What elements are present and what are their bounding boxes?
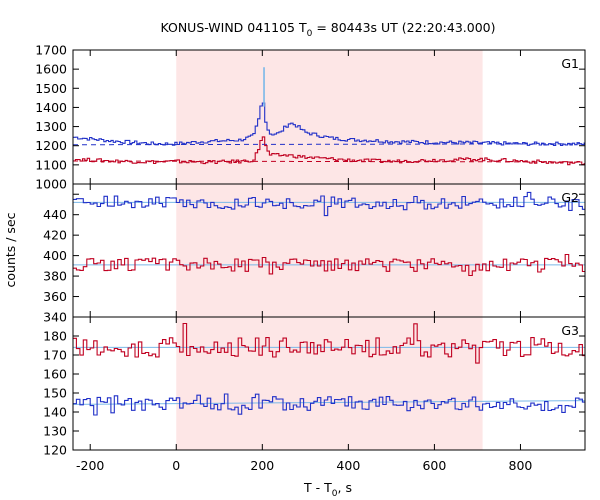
y-axis-label: counts / sec	[3, 212, 18, 287]
series-group	[73, 322, 585, 416]
burst-interval-shade	[176, 184, 483, 317]
y-tick-label: 1500	[35, 81, 67, 96]
chart-title: KONUS-WIND 041105 T0 = 80443s UT (22:20:…	[160, 20, 495, 39]
y-tick-label: 420	[43, 228, 67, 243]
x-tick-label: 800	[509, 458, 533, 473]
panel-name-label: G3	[561, 323, 579, 338]
y-tick-label: 440	[43, 207, 67, 222]
y-tick-label: 120	[43, 443, 67, 458]
x-tick-label: 600	[422, 458, 446, 473]
panel-frame	[72, 316, 586, 451]
y-tick-label: 1600	[35, 62, 67, 77]
series-group	[73, 67, 585, 166]
panel-name-label: G1	[561, 56, 579, 71]
y-tick-label: 340	[43, 310, 67, 325]
y-tick-label: 1700	[35, 43, 67, 58]
burst-interval-shade	[176, 50, 483, 184]
y-tick-label: 360	[43, 289, 67, 304]
y-tick-label: 400	[43, 248, 67, 263]
y-tick-label: 160	[43, 367, 67, 382]
y-tick-label: 130	[43, 424, 67, 439]
lightcurve-lower	[73, 136, 585, 166]
panel-name-label: G2	[561, 190, 579, 205]
lightcurve-lower	[73, 322, 585, 364]
y-tick-label: 150	[43, 386, 67, 401]
lightcurve-lower	[73, 253, 585, 277]
x-tick-label: 0	[172, 458, 180, 473]
y-tick-label: 180	[43, 329, 67, 344]
y-tick-label: 140	[43, 405, 67, 420]
y-tick-label: 1100	[35, 157, 67, 172]
lightcurve-upper	[73, 191, 585, 217]
y-tick-label: 1200	[35, 138, 67, 153]
lightcurve-upper	[73, 393, 585, 416]
x-tick-label: 200	[250, 458, 274, 473]
panel-g2: 340 360 380 400 420 440 G2	[43, 183, 586, 325]
x-axis-label: T - T0, s	[303, 480, 352, 499]
panel-g1: 1000 1100 1200 1300 1400 1500 1600 1700 G1	[35, 43, 586, 192]
y-tick-label: 170	[43, 348, 67, 363]
lightcurve-upper	[73, 102, 585, 146]
y-tick-label: 1300	[35, 119, 67, 134]
x-tick-label: -200	[76, 458, 104, 473]
y-tick-label: 1000	[35, 177, 67, 192]
x-tick-label: 400	[336, 458, 360, 473]
y-tick-label: 1400	[35, 100, 67, 115]
burst-interval-shade	[176, 317, 483, 450]
y-tick-label: 380	[43, 269, 67, 284]
panel-g3: 120 130 140 150 160 170 180 G3	[43, 316, 586, 458]
series-group	[73, 191, 585, 277]
